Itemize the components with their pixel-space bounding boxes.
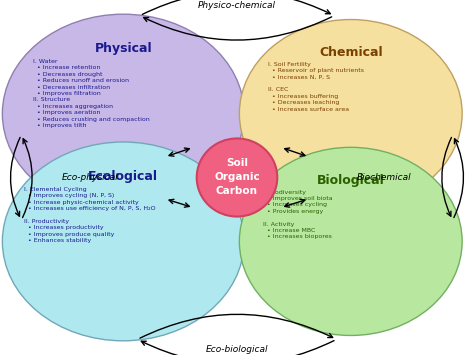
Text: Biological: Biological bbox=[317, 174, 384, 187]
Ellipse shape bbox=[239, 147, 462, 335]
Ellipse shape bbox=[239, 20, 462, 208]
Ellipse shape bbox=[2, 14, 244, 213]
Ellipse shape bbox=[197, 138, 277, 217]
Text: Soil
Organic
Carbon: Soil Organic Carbon bbox=[214, 158, 260, 197]
Text: Eco-physical: Eco-physical bbox=[62, 173, 118, 182]
Ellipse shape bbox=[2, 142, 244, 341]
Text: Ecological: Ecological bbox=[88, 170, 158, 183]
Text: Physico-chemical: Physico-chemical bbox=[198, 1, 276, 10]
Text: I. Biodiversity
  • Improves soil biota
  • Increases cycling
  • Provides energ: I. Biodiversity • Improves soil biota • … bbox=[263, 190, 333, 240]
Text: Physical: Physical bbox=[94, 42, 152, 55]
Text: I. Elemental Cycling
  • Improves cycling (N, P, S)
  • Increase physic-chemical: I. Elemental Cycling • Improves cycling … bbox=[24, 187, 155, 243]
Text: Eco-biological: Eco-biological bbox=[206, 345, 268, 354]
Text: Biochemical: Biochemical bbox=[356, 173, 411, 182]
Text: Chemical: Chemical bbox=[319, 46, 383, 59]
Text: I. Water
  • Increase retention
  • Decreases drought
  • Reduces runoff and ero: I. Water • Increase retention • Decrease… bbox=[33, 59, 150, 128]
Text: I. Soil Fertility
  • Reservoir of plant nutrients
  • Increases N, P, S

II. CE: I. Soil Fertility • Reservoir of plant n… bbox=[268, 62, 364, 112]
